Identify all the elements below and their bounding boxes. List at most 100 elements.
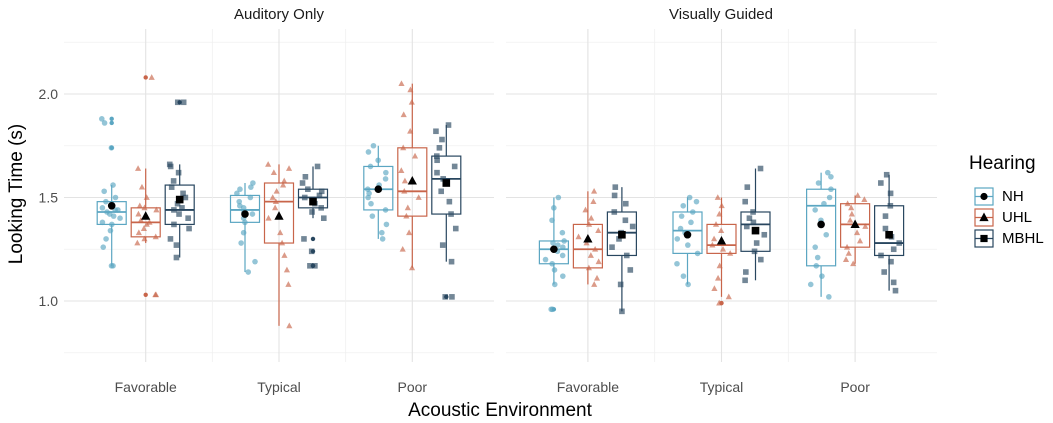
box-iqr xyxy=(806,188,837,267)
data-point xyxy=(272,204,279,211)
data-point xyxy=(892,287,899,294)
data-point xyxy=(307,263,313,269)
data-point xyxy=(305,186,311,193)
data-point xyxy=(285,281,292,287)
data-point xyxy=(407,127,414,134)
data-point xyxy=(591,281,598,287)
data-point xyxy=(845,250,852,256)
data-point xyxy=(882,213,889,219)
data-point xyxy=(368,200,374,207)
data-point xyxy=(109,221,115,228)
data-point xyxy=(383,169,389,176)
data-point xyxy=(712,221,720,227)
data-point xyxy=(138,183,146,190)
data-point xyxy=(559,229,566,236)
data-point xyxy=(301,194,308,201)
data-point xyxy=(174,99,181,106)
outlier-point xyxy=(109,120,114,126)
data-point xyxy=(549,217,555,224)
legend-label-nh: NH xyxy=(1002,188,1024,205)
data-point xyxy=(551,281,558,288)
data-point xyxy=(171,207,177,213)
data-point xyxy=(711,285,718,291)
data-point xyxy=(134,165,142,171)
data-point xyxy=(882,225,889,232)
data-point xyxy=(308,248,315,255)
data-point xyxy=(301,236,307,242)
data-point xyxy=(141,204,148,211)
data-point xyxy=(101,188,107,195)
data-point xyxy=(821,200,827,207)
data-point xyxy=(285,165,293,171)
data-point xyxy=(134,239,141,246)
box-iqr xyxy=(840,203,871,248)
data-point xyxy=(180,99,187,106)
legend-label-uhl: UHL xyxy=(1002,209,1032,226)
data-point xyxy=(438,188,444,195)
data-point xyxy=(272,198,279,205)
data-point xyxy=(709,241,716,248)
data-point xyxy=(273,187,280,194)
box-nh xyxy=(96,116,127,269)
data-point xyxy=(587,252,594,258)
data-point xyxy=(828,174,834,180)
mean-marker xyxy=(241,210,249,218)
panel-title-auditory-only: Auditory Only xyxy=(234,6,325,23)
data-point xyxy=(848,210,855,217)
data-point xyxy=(269,194,276,200)
data-point xyxy=(828,186,834,193)
data-point xyxy=(689,209,696,215)
data-point xyxy=(592,245,599,252)
data-point xyxy=(173,254,180,261)
data-point xyxy=(611,209,618,215)
y-tick-label: 1.5 xyxy=(39,190,59,206)
data-point xyxy=(245,269,252,275)
data-point xyxy=(137,216,144,223)
data-point xyxy=(693,198,700,205)
data-point xyxy=(674,236,681,242)
data-point xyxy=(878,180,884,186)
data-point xyxy=(617,281,624,288)
y-axis-title: Looking Time (s) xyxy=(6,124,27,264)
legend-key-marker xyxy=(980,234,988,243)
data-point xyxy=(279,239,286,246)
data-point xyxy=(270,169,277,176)
data-point xyxy=(559,252,566,259)
data-point xyxy=(185,215,191,221)
data-point xyxy=(141,235,148,242)
data-point xyxy=(449,294,455,300)
data-point xyxy=(436,145,443,151)
data-point xyxy=(555,194,562,201)
data-point xyxy=(843,243,851,250)
data-point xyxy=(847,216,854,223)
data-point xyxy=(743,269,749,275)
data-point xyxy=(400,111,407,118)
box-iqr xyxy=(363,165,394,211)
data-point xyxy=(176,211,182,217)
data-point xyxy=(440,176,447,182)
data-point xyxy=(815,180,822,186)
data-point xyxy=(685,281,691,288)
data-point xyxy=(612,184,619,190)
box-mbhl xyxy=(431,122,462,300)
data-point xyxy=(299,180,306,186)
data-point xyxy=(616,236,622,242)
data-point xyxy=(171,221,177,228)
legend-key-nh xyxy=(974,187,994,206)
data-point xyxy=(861,196,868,202)
data-point xyxy=(812,207,818,213)
mean-marker xyxy=(716,236,727,245)
data-point xyxy=(560,273,566,279)
data-point xyxy=(152,291,160,298)
box-mbhl xyxy=(606,184,637,315)
data-point xyxy=(890,246,897,253)
data-point xyxy=(591,187,598,194)
data-point xyxy=(623,252,630,259)
x-axis-ticks: Favorable Typical Poor Favorable Typical Poor xyxy=(115,379,871,395)
data-point xyxy=(448,211,454,217)
data-point xyxy=(842,256,850,262)
legend-key-uhl xyxy=(974,208,994,227)
x-tick-label: Typical xyxy=(257,379,301,395)
x-tick-label: Favorable xyxy=(557,379,619,395)
data-point xyxy=(595,227,602,234)
